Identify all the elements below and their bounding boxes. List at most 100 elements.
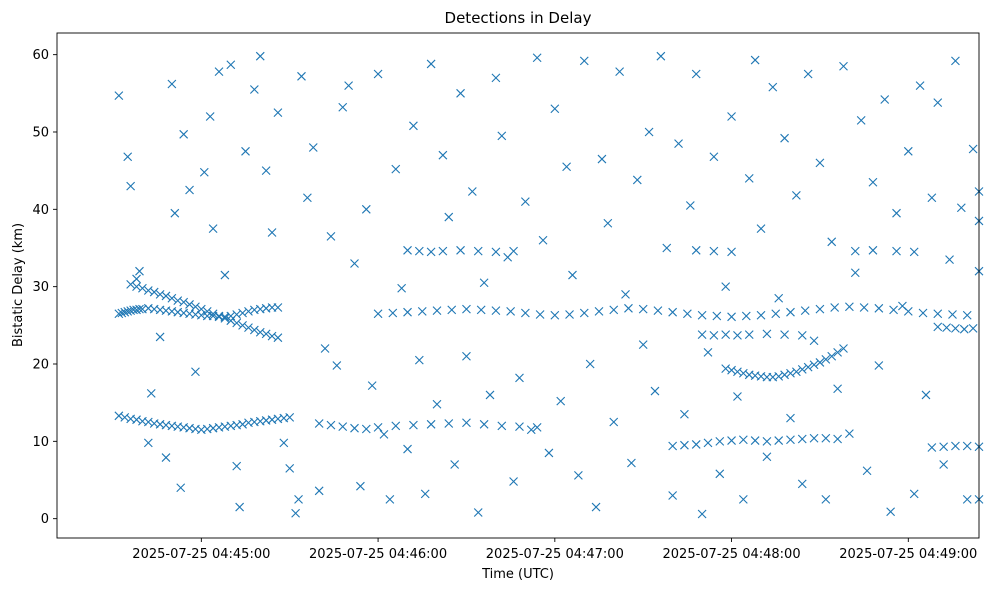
data-point: [733, 392, 742, 401]
data-point: [120, 412, 130, 422]
data-point: [933, 98, 943, 107]
data-point: [420, 489, 430, 499]
data-point: [815, 358, 825, 367]
data-point: [515, 422, 524, 432]
y-tick-label: 30: [32, 280, 49, 295]
data-point: [756, 310, 766, 320]
data-point: [314, 419, 324, 428]
data-point: [176, 483, 186, 493]
y-axis-label: Bistatic Delay (km): [11, 223, 26, 347]
data-point: [909, 247, 919, 257]
data-point: [238, 308, 247, 318]
data-point: [535, 310, 545, 319]
data-point: [273, 108, 283, 118]
data-point: [565, 310, 574, 319]
data-point: [438, 246, 448, 256]
data-point: [314, 486, 324, 496]
data-point: [733, 367, 742, 377]
data-point: [727, 365, 736, 375]
data-point: [668, 491, 678, 500]
data-point: [185, 300, 194, 309]
data-point: [403, 444, 412, 454]
data-point: [638, 340, 648, 350]
data-point: [833, 384, 842, 394]
data-point: [615, 67, 625, 77]
data-point: [185, 185, 194, 195]
data-point: [856, 116, 866, 125]
data-point: [544, 448, 554, 458]
data-point: [712, 311, 722, 321]
data-point: [609, 305, 619, 315]
data-point: [191, 302, 200, 312]
data-point: [868, 245, 878, 255]
data-point: [497, 421, 507, 431]
data-point: [161, 453, 171, 462]
data-point: [880, 95, 890, 104]
data-point: [691, 440, 701, 449]
y-tick-label: 50: [32, 125, 49, 140]
data-point: [438, 150, 448, 160]
data-point: [120, 307, 130, 317]
data-point: [456, 245, 465, 255]
data-point: [786, 307, 795, 317]
data-point: [149, 287, 159, 297]
data-point: [179, 129, 189, 139]
data-point: [703, 348, 713, 357]
data-point: [550, 310, 560, 320]
data-point: [774, 293, 784, 303]
data-point: [945, 255, 954, 264]
data-point: [962, 310, 972, 320]
data-point: [167, 293, 177, 303]
data-point: [827, 351, 837, 361]
data-point: [244, 307, 253, 316]
data-point: [114, 411, 124, 421]
data-point: [845, 429, 854, 438]
data-point: [621, 290, 630, 299]
data-point: [526, 425, 536, 435]
data-point: [491, 73, 501, 83]
data-point: [308, 143, 318, 152]
data-point: [786, 368, 795, 378]
data-point: [556, 396, 566, 406]
data-point: [774, 436, 784, 445]
data-point: [326, 232, 336, 241]
data-point: [350, 259, 359, 268]
data-point: [232, 318, 242, 328]
data-point: [886, 507, 896, 517]
data-point: [874, 361, 884, 370]
data-point: [833, 434, 842, 444]
data-point: [117, 308, 127, 318]
data-point: [444, 212, 454, 222]
data-point: [889, 305, 898, 315]
data-point: [476, 305, 486, 315]
data-point: [579, 308, 589, 318]
data-point: [703, 438, 713, 448]
data-point: [738, 368, 748, 378]
data-point: [780, 370, 789, 380]
data-point: [791, 191, 801, 200]
data-point: [797, 434, 807, 444]
data-point: [462, 351, 471, 361]
data-point: [161, 291, 171, 301]
plot-area: [56, 32, 984, 539]
data-point: [432, 399, 442, 409]
data-point: [409, 121, 418, 131]
data-point: [170, 208, 180, 218]
data-point: [214, 67, 224, 77]
data-point: [797, 479, 807, 489]
x-tick-label: 2025-07-25 04:47:00: [486, 547, 624, 562]
data-point: [918, 308, 928, 318]
data-point: [594, 307, 604, 316]
data-point: [447, 305, 457, 315]
data-point: [956, 203, 966, 213]
data-point: [903, 146, 913, 156]
data-point: [859, 303, 869, 312]
y-axis: 0 10 20 30 40 50 60: [32, 48, 57, 527]
data-point: [114, 309, 124, 319]
data-point: [135, 266, 144, 276]
data-point: [821, 433, 831, 443]
data-point: [173, 296, 183, 305]
data-point: [538, 235, 548, 245]
data-point: [741, 311, 751, 321]
data-point: [356, 481, 365, 491]
